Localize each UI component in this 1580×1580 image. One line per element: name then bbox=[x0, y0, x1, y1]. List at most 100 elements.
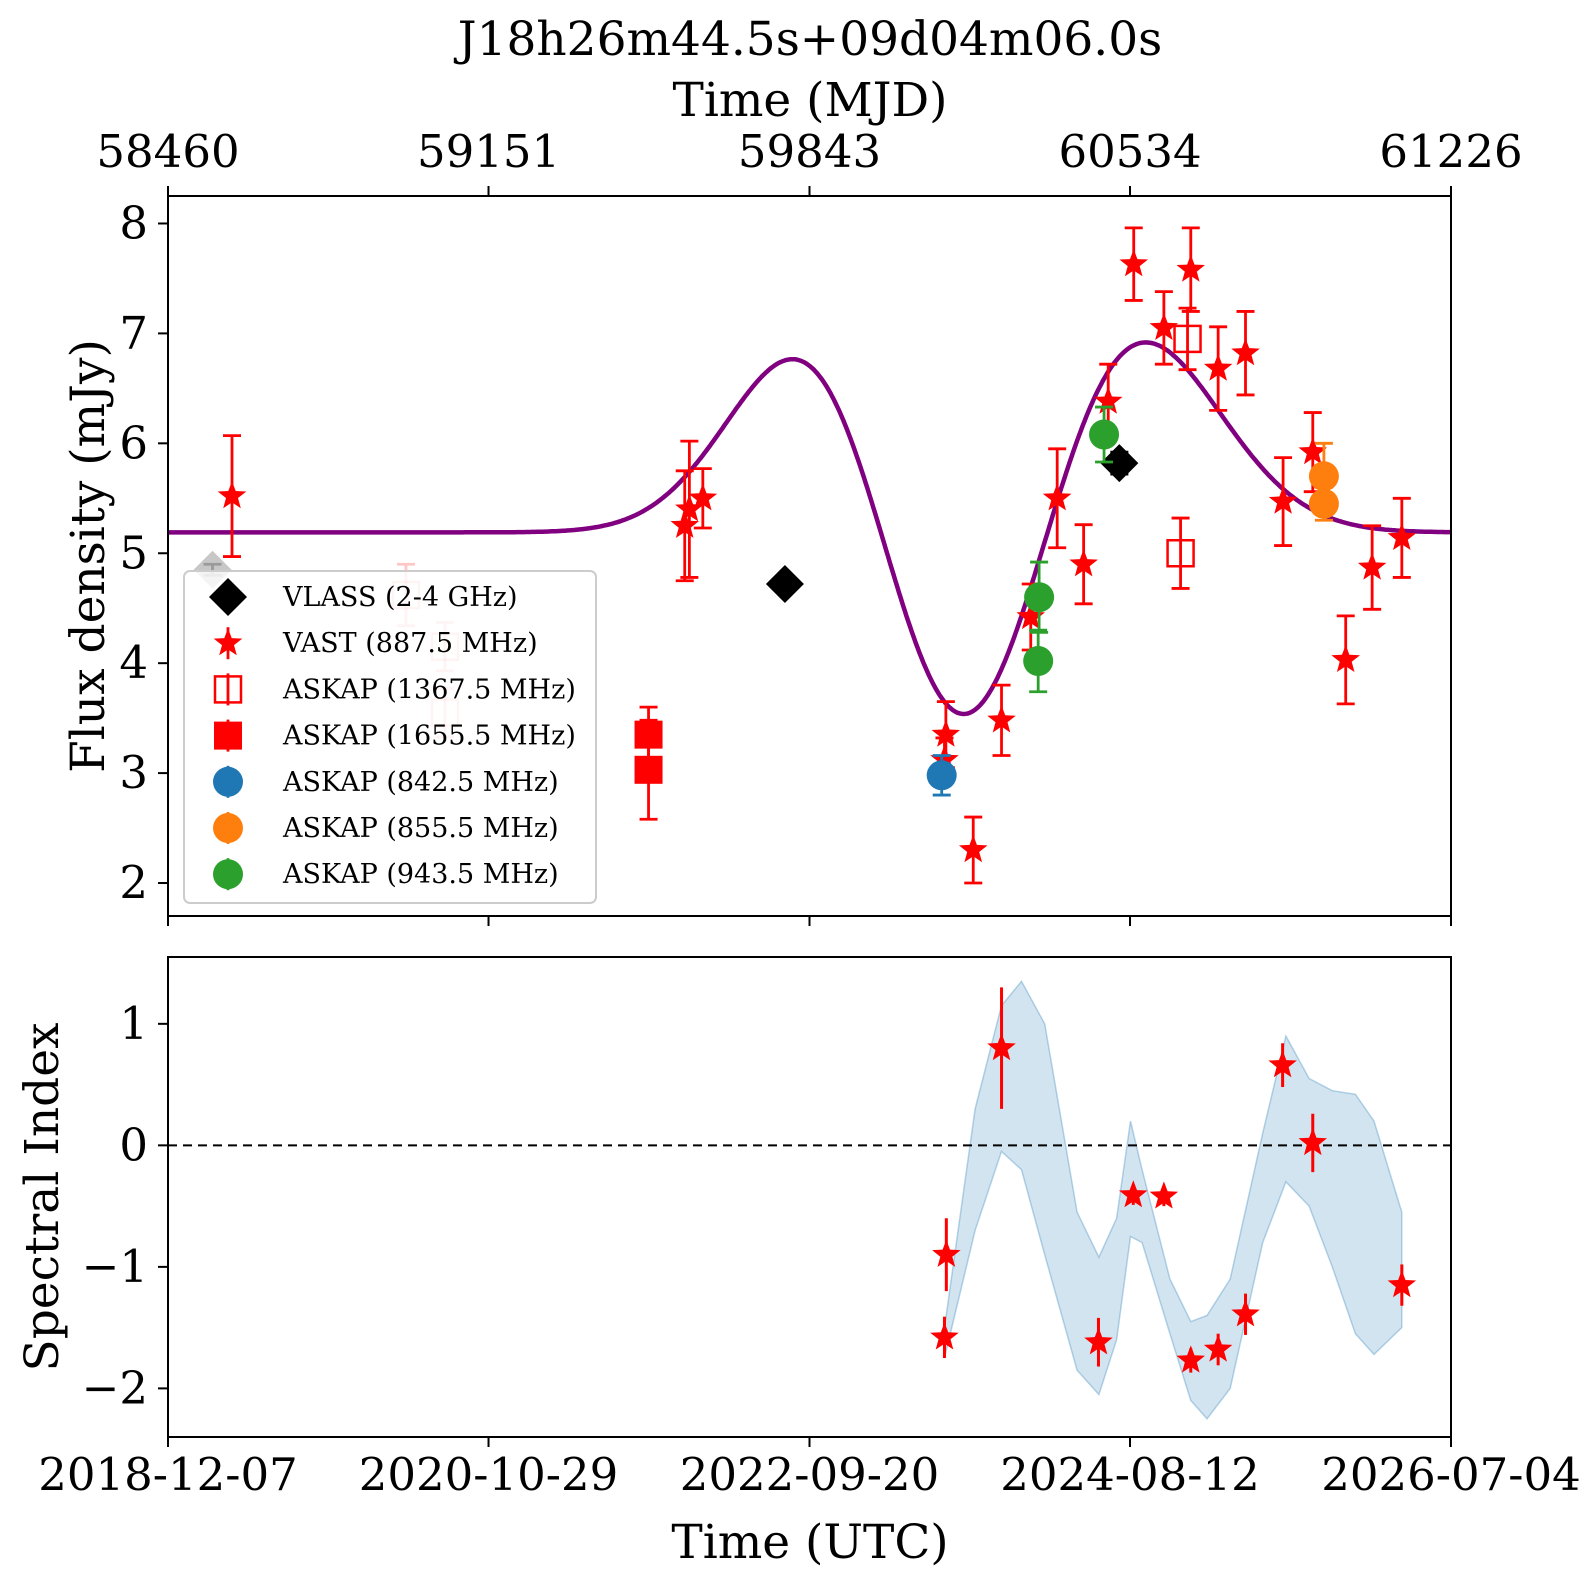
flux-point bbox=[688, 483, 718, 511]
legend-marker bbox=[213, 628, 243, 656]
flux-point bbox=[1089, 419, 1120, 450]
legend-marker bbox=[213, 766, 243, 797]
upper-panel: 2 3 4 5 6 7 8 Flux density (mJy) VLASS (2-4 GH… bbox=[61, 195, 1452, 926]
spectral-index-tick-label: −1 bbox=[82, 1240, 148, 1293]
mjd-tick-label: 61226 bbox=[1379, 125, 1522, 178]
flux-point bbox=[765, 565, 804, 604]
legend-marker bbox=[213, 675, 243, 704]
flux-point bbox=[1231, 338, 1260, 366]
top-axis-label: Time (MJD) bbox=[672, 73, 947, 128]
mjd-tick-label: 59843 bbox=[738, 125, 881, 178]
legend-label: VAST (887.5 MHz) bbox=[282, 628, 538, 659]
spectral-index-tick-label: 1 bbox=[119, 997, 148, 1050]
flux-error-bar bbox=[1178, 306, 1197, 372]
spectral-index-tick-label: −2 bbox=[82, 1361, 148, 1414]
flux-point bbox=[1166, 539, 1195, 568]
upper-data-points bbox=[193, 226, 1417, 885]
spectral-index-point bbox=[1298, 1127, 1327, 1156]
utc-tick-label: 2020-10-29 bbox=[359, 1448, 618, 1501]
spectral-index-point bbox=[1268, 1050, 1297, 1078]
flux-point bbox=[1203, 353, 1233, 381]
spectral-index-points bbox=[930, 987, 1417, 1373]
legend-marker bbox=[214, 721, 242, 750]
flux-point bbox=[670, 510, 699, 538]
flux-point bbox=[1268, 486, 1298, 514]
legend-marker bbox=[213, 813, 243, 843]
legend-label: ASKAP (842.5 MHz) bbox=[282, 767, 559, 798]
chart-title: J18h26m44.5s+09d04m06.0s bbox=[454, 12, 1162, 67]
flux-point bbox=[634, 720, 663, 749]
upper-x-ticks bbox=[167, 916, 1452, 926]
upper-y-axis-label: Flux density (mJy) bbox=[61, 339, 116, 773]
mjd-tick-label: 58460 bbox=[96, 125, 239, 178]
lower-x-axis-label: Time (UTC) bbox=[671, 1515, 948, 1570]
mjd-tick-label: 59151 bbox=[417, 125, 560, 178]
flux-point bbox=[675, 494, 704, 522]
utc-tick-label: 2026-07-04 bbox=[1321, 1448, 1580, 1501]
top-axis-ticks: 58460 59151 59843 60534 61226 bbox=[96, 125, 1523, 196]
flux-point bbox=[1016, 602, 1045, 630]
flux-tick-label: 2 bbox=[119, 856, 148, 909]
flux-point bbox=[930, 744, 959, 772]
spectral-index-point bbox=[1176, 1345, 1205, 1373]
flux-point bbox=[1023, 645, 1054, 676]
flux-point bbox=[1176, 254, 1205, 282]
flux-point bbox=[987, 705, 1016, 733]
utc-tick-label: 2018-12-07 bbox=[38, 1448, 297, 1501]
spectral-index-point bbox=[1387, 1270, 1417, 1298]
flux-tick-label: 3 bbox=[119, 746, 148, 799]
spectral-index-point bbox=[930, 1322, 959, 1350]
flux-point bbox=[926, 760, 957, 791]
spectral-index-point bbox=[1119, 1180, 1148, 1208]
lower-y-ticks: 1 0 −1 −2 bbox=[82, 997, 168, 1414]
flux-point bbox=[1357, 552, 1387, 580]
flux-point bbox=[1173, 324, 1202, 354]
flux-point bbox=[1042, 483, 1072, 511]
spectral-index-point bbox=[1203, 1334, 1233, 1362]
flux-point bbox=[1119, 249, 1148, 277]
utc-tick-label: 2022-09-20 bbox=[680, 1448, 939, 1501]
flux-point bbox=[634, 755, 663, 784]
flux-tick-label: 7 bbox=[119, 306, 148, 359]
utc-tick-label: 2024-08-12 bbox=[1000, 1448, 1259, 1501]
legend-label: ASKAP (943.5 MHz) bbox=[282, 859, 559, 890]
flux-point bbox=[217, 481, 247, 509]
legend-marker bbox=[209, 578, 247, 616]
lower-x-ticks: 2018-12-07 2020-10-29 2022-09-20 2024-08-12… bbox=[38, 1437, 1580, 1501]
flux-point bbox=[959, 835, 988, 863]
flux-point bbox=[1100, 444, 1139, 483]
flux-point bbox=[1387, 522, 1417, 550]
legend-label: VLASS (2-4 GHz) bbox=[282, 582, 518, 613]
flux-error-bar bbox=[1171, 516, 1190, 590]
flux-point bbox=[1308, 488, 1339, 519]
flux-point bbox=[1331, 644, 1360, 672]
upper-y-ticks: 2 3 4 5 6 7 8 bbox=[119, 196, 168, 909]
flux-point bbox=[1069, 549, 1098, 577]
spectral-index-point bbox=[987, 1033, 1016, 1061]
spectral-index-point bbox=[1084, 1327, 1113, 1355]
spectral-index-point bbox=[932, 1239, 961, 1267]
flux-point bbox=[1149, 312, 1179, 340]
flux-point bbox=[1094, 386, 1123, 414]
flux-tick-label: 4 bbox=[119, 636, 148, 689]
flux-tick-label: 5 bbox=[119, 526, 148, 579]
spectral-index-point bbox=[1231, 1299, 1260, 1327]
legend-frame bbox=[183, 570, 597, 904]
lower-panel: 1 0 −1 −2 2018-12-07 2020-10-29 2022-09-20 202… bbox=[15, 956, 1580, 1570]
flux-tick-label: 8 bbox=[119, 196, 148, 249]
spectral-index-point bbox=[1149, 1181, 1179, 1209]
legend-label: ASKAP (1367.5 MHz) bbox=[282, 674, 576, 705]
flux-point bbox=[931, 719, 961, 747]
legend-label: ASKAP (855.5 MHz) bbox=[282, 813, 559, 844]
legend: VLASS (2-4 GHz) VAST (887.5 MHz) ASKAP (13… bbox=[183, 570, 597, 904]
mjd-tick-label: 60534 bbox=[1058, 125, 1201, 178]
flux-tick-label: 6 bbox=[119, 416, 148, 469]
flux-point bbox=[1024, 582, 1055, 613]
flux-point bbox=[1298, 437, 1327, 465]
spectral-index-tick-label: 0 bbox=[119, 1118, 148, 1171]
spectral-index-band bbox=[943, 979, 1403, 1420]
legend-marker bbox=[213, 859, 243, 890]
model-curve bbox=[168, 340, 1451, 717]
legend-label: ASKAP (1655.5 MHz) bbox=[282, 721, 576, 752]
